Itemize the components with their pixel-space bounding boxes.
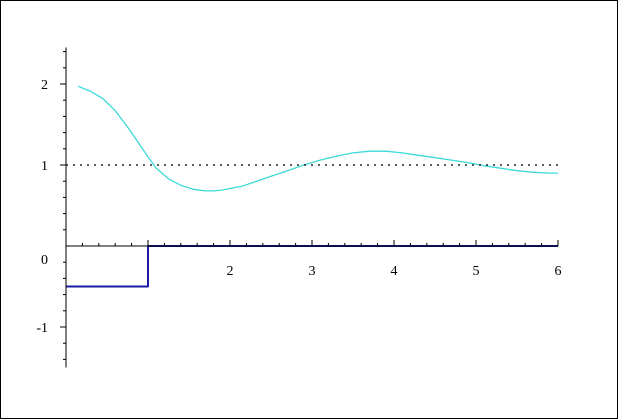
x-tick-label: 5 <box>473 264 480 279</box>
tick-labels-layer: 2 3 4 5 6 2 1 0 -1 <box>36 78 561 336</box>
series-curve-line <box>78 85 558 192</box>
y-tick-label: -1 <box>36 321 48 336</box>
x-tick-label: 3 <box>309 264 316 279</box>
x-tick-label: 4 <box>391 264 398 279</box>
axes-layer <box>60 47 559 368</box>
y-tick-label: 2 <box>41 78 48 93</box>
y-tick-label: 0 <box>41 253 48 268</box>
x-tick-label: 2 <box>227 264 234 279</box>
y-tick-label: 1 <box>41 159 48 174</box>
x-tick-label: 6 <box>555 264 562 279</box>
series-layer <box>66 85 558 288</box>
